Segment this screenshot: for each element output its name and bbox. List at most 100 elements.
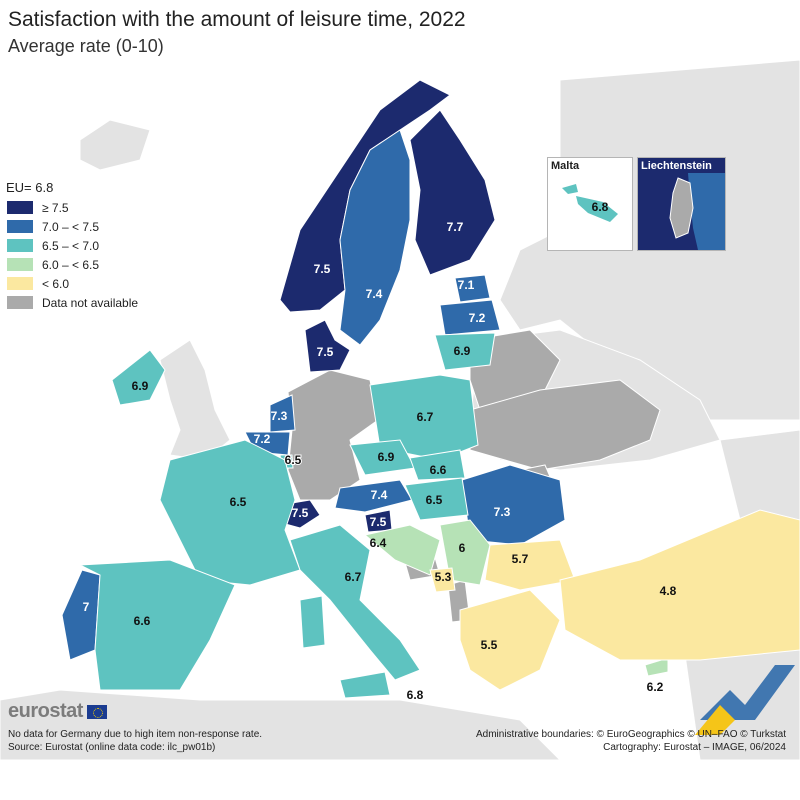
page-subtitle: Average rate (0-10) <box>8 36 164 56</box>
country-denmark <box>304 319 351 373</box>
liech-neighbor-shape <box>688 173 725 250</box>
legend-label: ≥ 7.5 <box>42 200 69 215</box>
label-denmark: 7.5 <box>317 345 334 359</box>
label-estonia: 7.1 <box>458 278 475 292</box>
country-sweden <box>339 129 411 346</box>
legend-swatch <box>6 238 34 253</box>
country-estonia <box>454 274 491 303</box>
country-croatia <box>363 524 441 576</box>
label-finland: 7.7 <box>447 220 464 234</box>
legend-item: 6.5 – < 7.0 <box>6 236 138 255</box>
country-latvia <box>439 299 501 336</box>
label-bulgaria: 5.7 <box>512 552 529 566</box>
land-north-africa <box>0 689 562 761</box>
inset-liechtenstein-map <box>669 173 725 250</box>
country-italy <box>289 524 421 681</box>
legend-swatch <box>6 219 34 234</box>
malta-main-shape <box>576 196 618 222</box>
label-netherlands: 7.3 <box>271 409 288 423</box>
label-czechia: 6.9 <box>378 450 395 464</box>
country-sicily <box>339 671 391 699</box>
footer-note: No data for Germany due to high item non… <box>8 729 263 740</box>
legend-swatch <box>6 295 34 310</box>
country-ukraine-na <box>469 379 661 471</box>
footer-credits: Administrative boundaries: © EuroGeograp… <box>476 728 786 754</box>
land-iceland <box>79 119 151 171</box>
country-turkey <box>559 509 800 661</box>
eurostat-mark-icon <box>700 665 795 720</box>
label-france: 6.5 <box>230 495 247 509</box>
country-spain <box>78 559 236 691</box>
legend-label: Data not available <box>42 295 139 310</box>
legend-swatch <box>6 276 34 291</box>
legend-item: 6.0 – < 6.5 <box>6 255 138 274</box>
label-ireland: 6.9 <box>132 379 149 393</box>
land-caucasus <box>719 429 800 521</box>
eurostat-logo-text: eurostat <box>8 700 83 722</box>
label-turkey: 4.8 <box>660 584 677 598</box>
legend-item: < 6.0 <box>6 274 138 293</box>
legend-swatch <box>6 257 34 272</box>
country-finland <box>409 109 496 276</box>
label-croatia: 6.4 <box>370 536 387 550</box>
legend-label: 6.5 – < 7.0 <box>42 238 100 253</box>
inset-liechtenstein: Liechtenstein <box>637 157 726 251</box>
label-malta-inset: 6.8 <box>592 200 609 214</box>
country-ireland <box>111 349 166 406</box>
eu-flag-icon <box>86 704 107 719</box>
legend: EU= 6.8 ≥ 7.5 7.0 – < 7.5 6.5 – < 7.0 6.… <box>6 180 138 312</box>
label-slovenia: 7.5 <box>370 515 387 529</box>
label-norway: 7.5 <box>314 262 331 276</box>
eurostat-logo: eurostat <box>8 700 107 723</box>
legend-item: ≥ 7.5 <box>6 198 138 217</box>
label-portugal: 7 <box>83 600 90 614</box>
header: Satisfaction with the amount of leisure … <box>8 6 466 58</box>
label-montenegro: 5.3 <box>435 570 452 584</box>
country-netherlands <box>269 394 296 433</box>
label-austria: 7.4 <box>371 488 388 502</box>
label-greece: 5.5 <box>481 638 498 652</box>
country-bulgaria <box>484 539 576 591</box>
label-slovakia: 6.6 <box>430 463 447 477</box>
inset-malta-map: 6.8 <box>562 184 618 222</box>
liech-shape <box>669 177 694 239</box>
label-hungary: 6.5 <box>426 493 443 507</box>
label-lithuania: 6.9 <box>454 344 471 358</box>
country-sardinia <box>299 595 326 649</box>
label-poland: 6.7 <box>417 410 434 424</box>
legend-label: 7.0 – < 7.5 <box>42 219 100 234</box>
footer-boundaries: Administrative boundaries: © EuroGeograp… <box>475 729 786 740</box>
legend-item: 7.0 – < 7.5 <box>6 217 138 236</box>
country-austria <box>334 479 413 513</box>
country-greece <box>459 589 561 691</box>
legend-swatch <box>6 200 34 215</box>
legend-label: 6.0 – < 6.5 <box>42 257 100 272</box>
label-sweden: 7.4 <box>366 287 383 301</box>
legend-item: Data not available <box>6 293 138 312</box>
label-switzerland: 7.5 <box>292 506 309 520</box>
footer-source: Source: Eurostat (online data code: ilc_… <box>8 742 216 753</box>
country-slovakia <box>409 449 466 481</box>
label-spain: 6.6 <box>134 614 151 628</box>
label-italy: 6.7 <box>345 570 362 584</box>
label-luxembourg: 6.5 <box>285 453 302 467</box>
footer-cartography: Cartography: Eurostat – IMAGE, 06/2024 <box>603 742 786 753</box>
legend-eu-average: EU= 6.8 <box>6 180 54 195</box>
label-serbia: 6 <box>459 541 466 555</box>
label-malta-main: 6.8 <box>407 688 424 702</box>
legend-label: < 6.0 <box>42 276 70 291</box>
label-romania: 7.3 <box>494 505 511 519</box>
inset-malta: Malta 6.8 <box>547 157 633 251</box>
label-latvia: 7.2 <box>469 311 486 325</box>
inset-malta-title: Malta <box>551 160 580 172</box>
inset-liechtenstein-title: Liechtenstein <box>641 160 712 172</box>
label-belgium: 7.2 <box>254 432 271 446</box>
country-montenegro <box>429 567 456 593</box>
label-cyprus: 6.2 <box>647 680 664 694</box>
footer-notes: No data for Germany due to high item non… <box>8 728 262 754</box>
malta-island-shape <box>562 184 578 194</box>
eurostat-mark-yellow-icon <box>695 705 735 735</box>
country-lithuania <box>434 332 496 371</box>
country-hungary <box>404 477 469 521</box>
